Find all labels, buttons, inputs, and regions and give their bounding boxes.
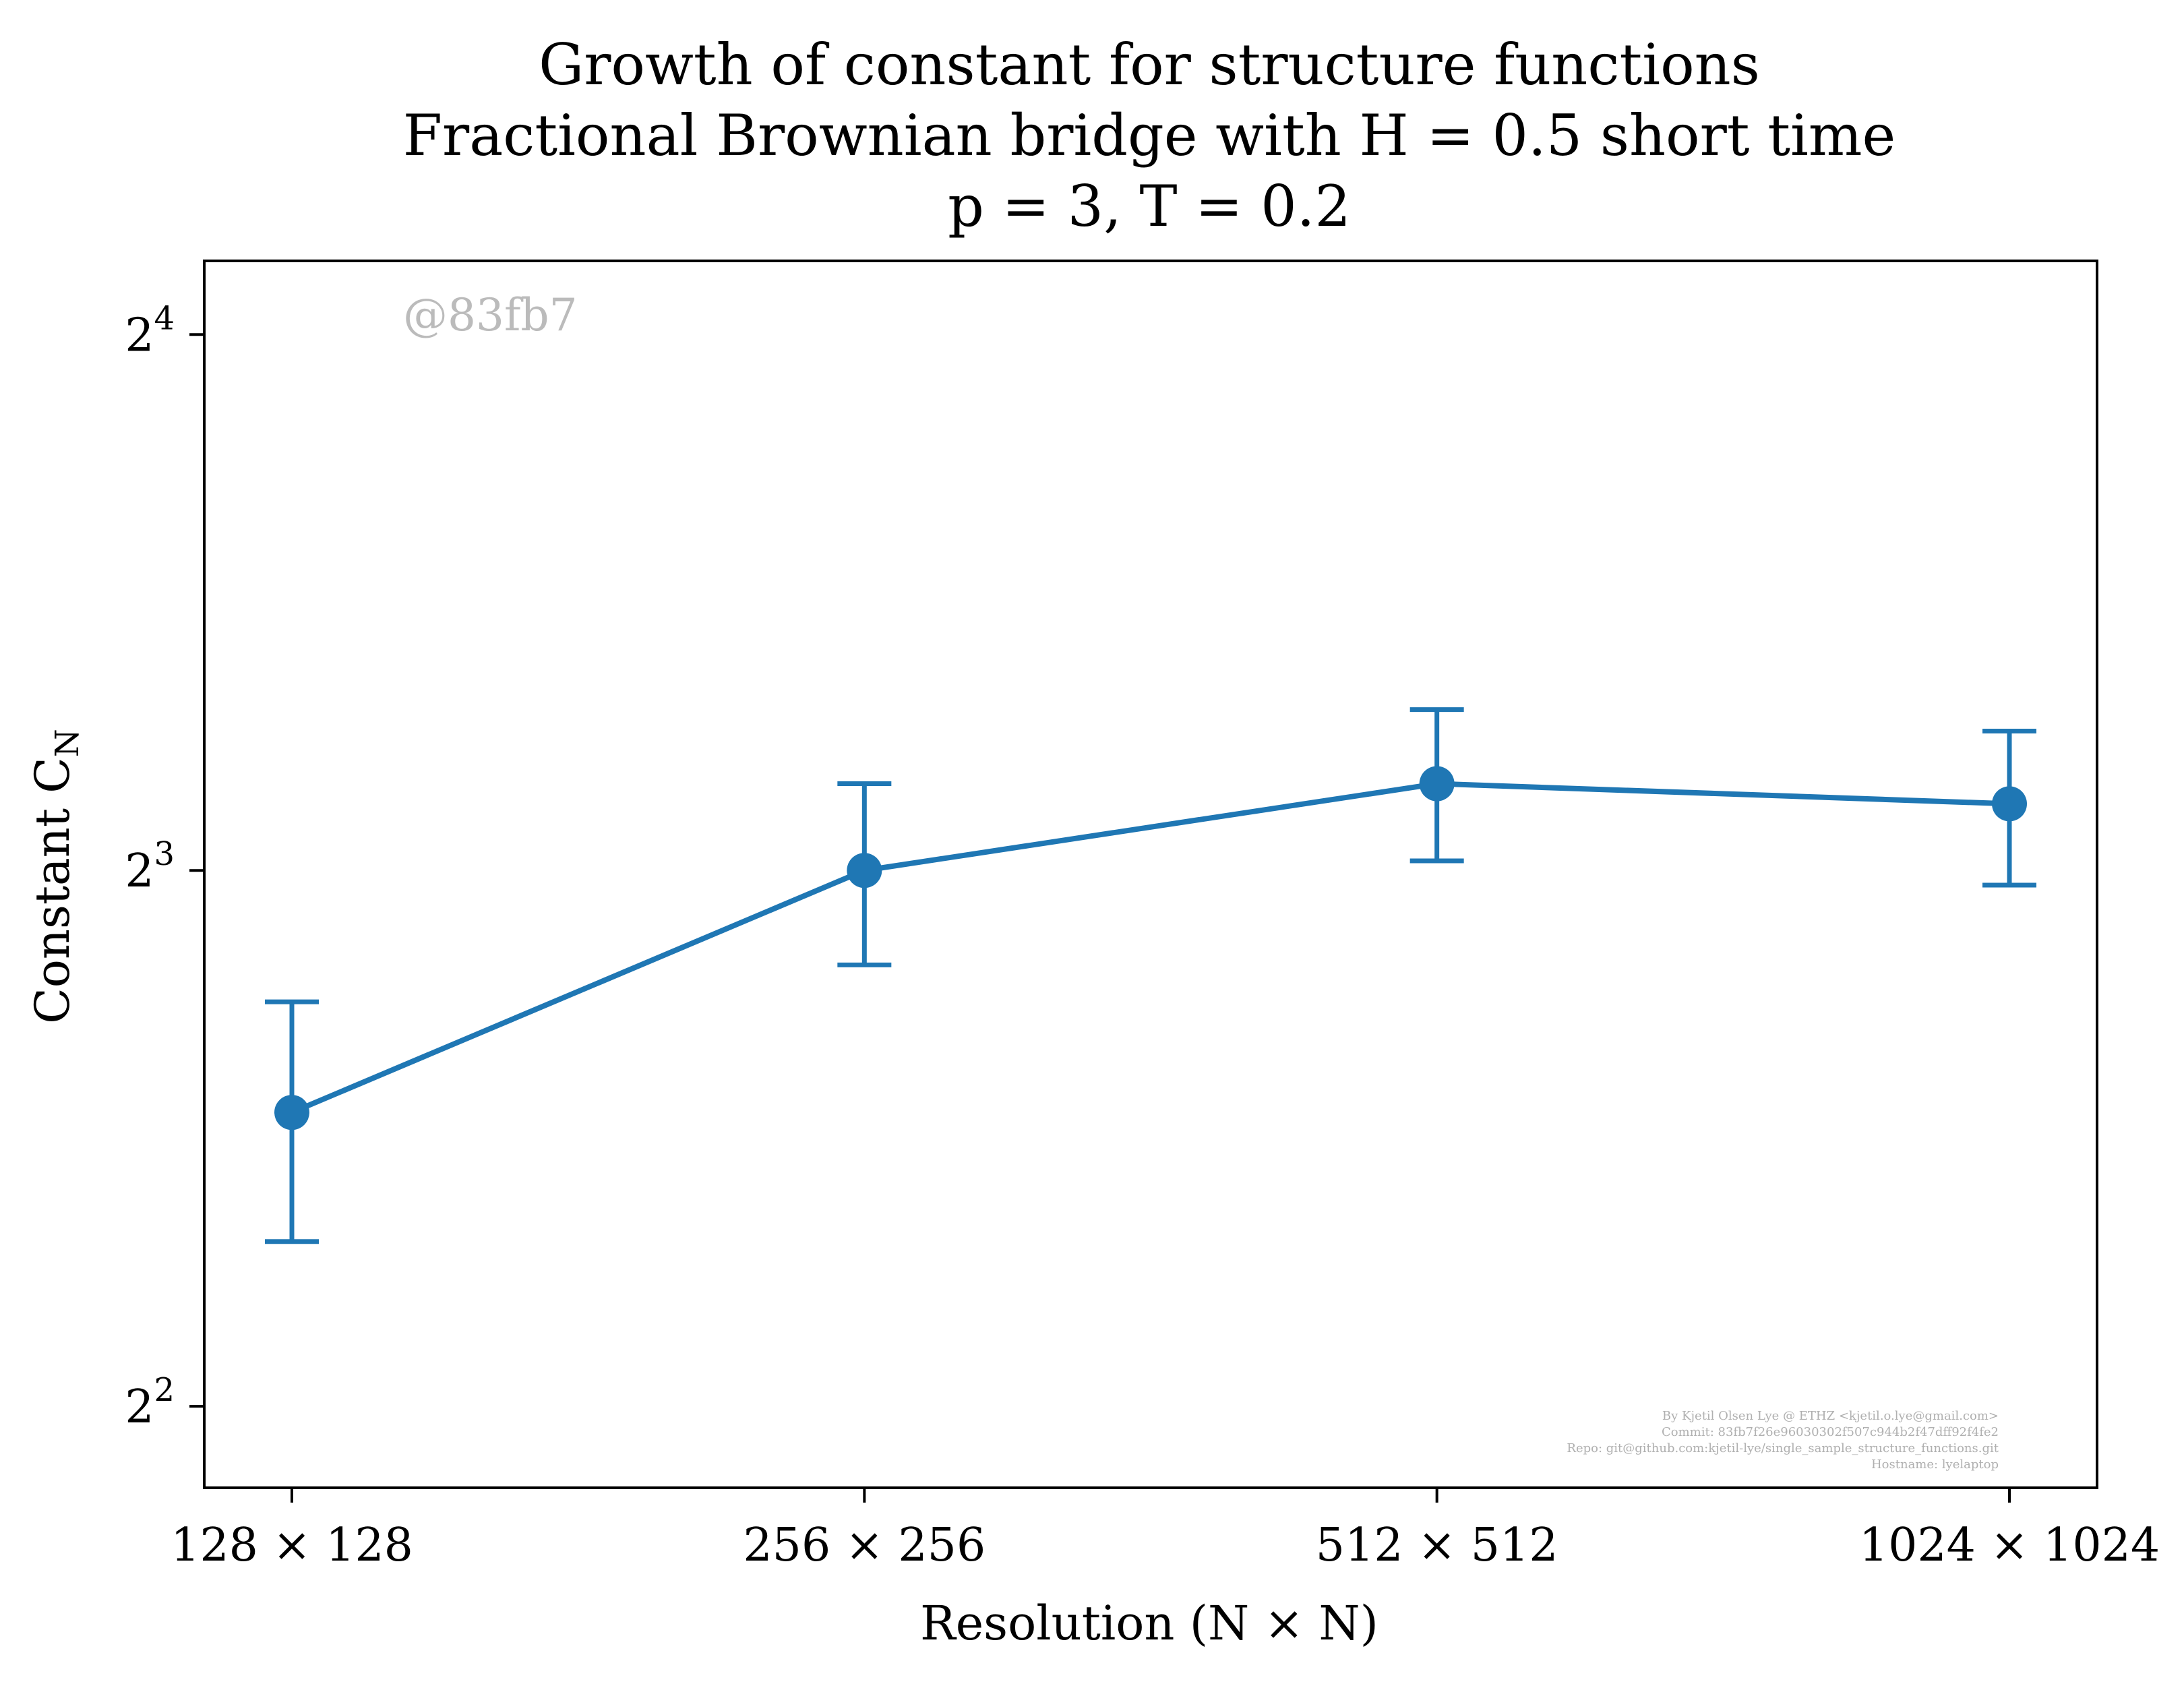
y-tick-label-exp-0: 2 [154, 1371, 175, 1409]
footer-metadata: By Kjetil Olsen Lye @ ETHZ <kjetil.o.lye… [1567, 1409, 1999, 1472]
y-tick-label-exp-1: 3 [154, 835, 175, 873]
x-axis: 128 × 128 256 × 256 512 × 512 1024 × 1024 [171, 1488, 2160, 1572]
footer-line-2: Commit: 83fb7f26e96030302f507c944b2f47df… [1662, 1425, 1999, 1439]
series-line-0 [291, 781, 2010, 1115]
series-layer [265, 707, 2036, 1244]
footer-line-4: Hostname: lyelaptop [1871, 1457, 1999, 1472]
y-tick-label-2: 24 [125, 299, 175, 362]
x-tick-label-2: 512 × 512 [1316, 1519, 1558, 1572]
data-point-1 [847, 853, 882, 888]
title-line-2: Fractional Brownian bridge with H = 0.5 … [403, 102, 1895, 169]
data-point-0 [274, 1095, 309, 1131]
y-axis-label-subscript: N [49, 729, 86, 757]
watermark: @83fb7 [403, 289, 578, 341]
y-axis-label: Constant CN [25, 729, 86, 1024]
chart-title: Growth of constant for structure functio… [403, 32, 1895, 239]
y-tick-label-1: 23 [125, 835, 175, 898]
x-tick-label-0: 128 × 128 [171, 1519, 413, 1572]
y-axis-label-main: Constant C [25, 757, 80, 1024]
title-line-1: Growth of constant for structure functio… [539, 32, 1760, 98]
y-tick-label-base-1: 2 [125, 845, 154, 898]
title-line-3: p = 3, T = 0.2 [948, 173, 1351, 239]
x-tick-label-3: 1024 × 1024 [1859, 1519, 2160, 1572]
y-tick-label-0: 22 [125, 1371, 175, 1434]
x-tick-label-1: 256 × 256 [743, 1519, 985, 1572]
data-point-3 [1992, 786, 2027, 822]
y-tick-label-base-0: 2 [125, 1381, 154, 1434]
footer-line-1: By Kjetil Olsen Lye @ ETHZ <kjetil.o.lye… [1662, 1409, 1999, 1423]
y-tick-label-base-2: 2 [125, 309, 154, 362]
y-tick-label-exp-2: 4 [154, 299, 175, 337]
data-point-2 [1419, 766, 1455, 802]
plot-area [203, 260, 2098, 1489]
footer-line-3: Repo: git@github.com:kjetil-lye/single_s… [1567, 1441, 1999, 1455]
x-axis-label: Resolution (N × N) [920, 1596, 1378, 1651]
